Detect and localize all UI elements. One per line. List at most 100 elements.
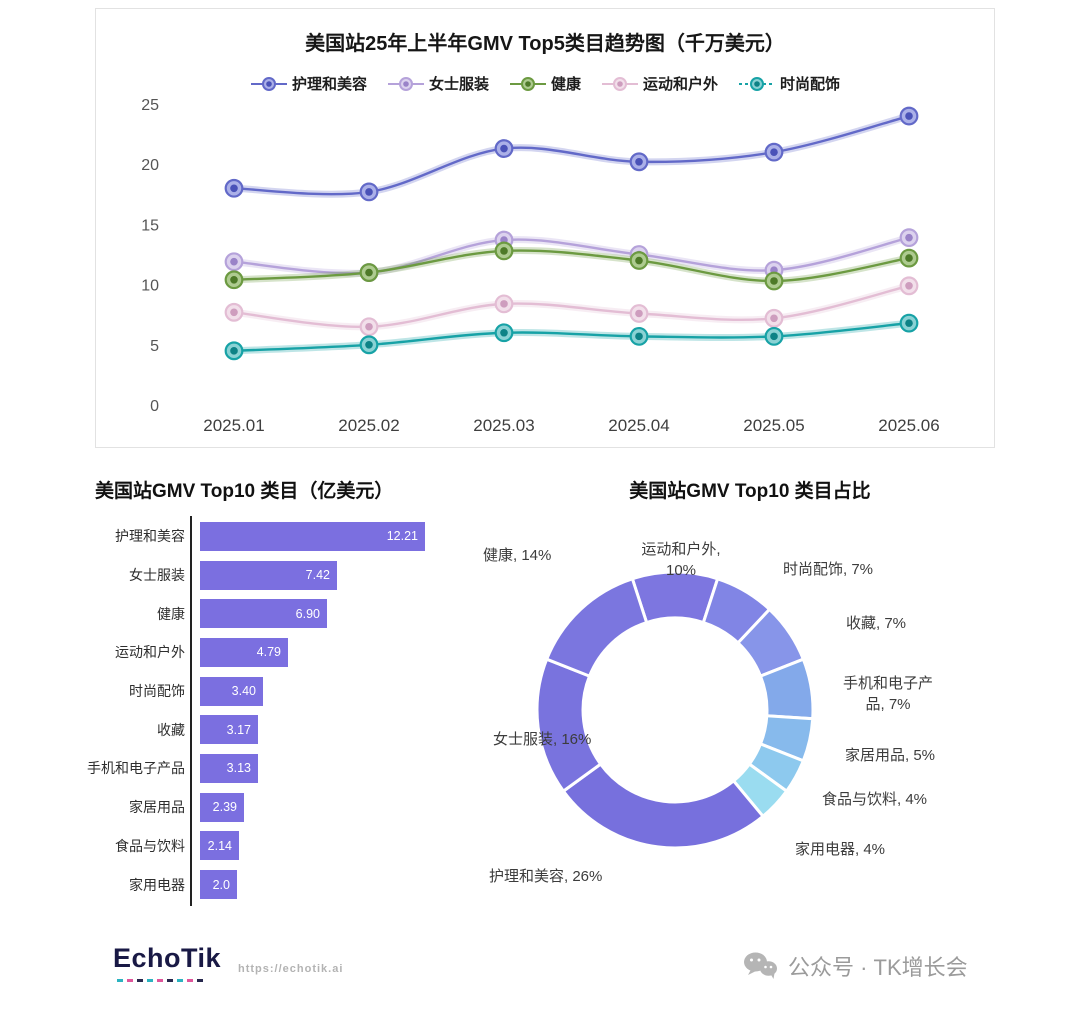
bar-category-label: 时尚配饰 xyxy=(129,683,185,700)
bar-value-label: 3.17 xyxy=(226,722,251,737)
bar-value-label: 2.39 xyxy=(212,800,237,815)
donut-label: 10% xyxy=(666,562,696,579)
legend-marker-icon xyxy=(387,76,424,91)
y-tick-label: 15 xyxy=(141,217,159,234)
legend-marker-icon xyxy=(509,76,546,91)
x-tick-label: 2025.03 xyxy=(473,416,534,435)
bar-track: 2.14 xyxy=(193,831,485,861)
trend-line-chart: 25 20 15 10 5 0 2025.01 2025.02 2025.03 2025.04 20… xyxy=(141,97,940,435)
bar: 6.90 xyxy=(200,599,327,629)
bar-track: 2.0 xyxy=(193,870,485,900)
bar-track: 3.13 xyxy=(193,753,485,783)
donut-slice-7 xyxy=(561,762,766,850)
donut-slice-9 xyxy=(544,576,649,679)
donut-label: 护理和美容, 26% xyxy=(489,868,602,885)
bar-row: 家用电器 2.0 xyxy=(55,865,485,904)
legend-label: 运动和户外 xyxy=(643,76,719,93)
bar-track: 6.90 xyxy=(193,599,485,629)
footer: EchoTik https://echotik.ai 公众号 · TK增长会 xyxy=(0,938,1080,1009)
y-tick-label: 5 xyxy=(150,338,159,355)
website-url: https://echotik.ai xyxy=(238,963,344,975)
bar-row: 食品与饮料 2.14 xyxy=(55,827,485,866)
wechat-icon xyxy=(744,952,777,979)
y-tick-label: 20 xyxy=(141,157,159,174)
bar-track: 3.40 xyxy=(193,676,485,706)
bar-track: 4.79 xyxy=(193,637,485,667)
logo-tagline-marks xyxy=(117,979,203,982)
bar-chart-title: 美国站GMV Top10 类目（亿美元） xyxy=(95,481,394,502)
x-tick-label: 2025.04 xyxy=(608,416,669,435)
bar-track: 12.21 xyxy=(193,521,485,551)
bar: 3.17 xyxy=(200,715,258,745)
donut-label: 健康, 14% xyxy=(483,547,551,564)
donut-chart: 健康, 14% 运动和户外, 10% 时尚配饰, 7% 收藏, 7% 手机和电子产品, 7… xyxy=(483,541,935,885)
legend-label: 护理和美容 xyxy=(291,76,367,93)
legend-item-4: 时尚配饰 xyxy=(738,73,840,94)
donut-label: 收藏, 7% xyxy=(846,615,906,632)
donut-label: 运动和户外, xyxy=(641,541,720,558)
y-tick-label: 0 xyxy=(150,398,159,415)
bar-row: 运动和户外 4.79 xyxy=(55,633,485,672)
bar-value-label: 7.42 xyxy=(305,568,330,583)
bar: 2.39 xyxy=(200,792,244,822)
bar-value-label: 2.14 xyxy=(207,838,232,853)
donut-label: 时尚配饰, 7% xyxy=(783,561,873,578)
x-tick-label: 2025.02 xyxy=(338,416,399,435)
bar-track: 7.42 xyxy=(193,560,485,590)
bar-row: 时尚配饰 3.40 xyxy=(55,672,485,711)
bar-category-label: 护理和美容 xyxy=(115,528,185,545)
bar-value-label: 4.79 xyxy=(256,645,281,660)
legend-item-1: 女士服装 xyxy=(387,73,489,94)
bar: 7.42 xyxy=(200,560,337,590)
legend-marker-icon xyxy=(250,76,287,91)
bar-value-label: 2.0 xyxy=(212,877,230,892)
bar-value-label: 12.21 xyxy=(386,529,418,544)
legend-marker-icon xyxy=(602,76,638,91)
wechat-banner: 公众号 · TK增长会 xyxy=(742,950,968,982)
bar: 12.21 xyxy=(200,521,425,551)
donut-label: 女士服装, 16% xyxy=(493,730,591,748)
line-series-3 xyxy=(224,276,919,337)
legend-label: 时尚配饰 xyxy=(780,76,841,93)
donut-label: 家用电器, 4% xyxy=(795,841,885,858)
bar-category-label: 收藏 xyxy=(157,721,185,738)
bar-row: 女士服装 7.42 xyxy=(55,556,485,595)
y-tick-label: 25 xyxy=(141,97,159,114)
bar-row: 家居用品 2.39 xyxy=(55,788,485,827)
bar-value-label: 3.13 xyxy=(226,761,251,776)
bar-track: 3.17 xyxy=(193,715,485,745)
bar-value-label: 6.90 xyxy=(295,606,320,621)
legend-item-3: 运动和户外 xyxy=(601,73,718,94)
bar: 2.14 xyxy=(200,831,239,861)
line-series-0 xyxy=(224,106,919,202)
bar-value-label: 3.40 xyxy=(231,684,256,699)
line-series-2 xyxy=(224,241,919,291)
legend-item-0: 护理和美容 xyxy=(250,73,367,94)
donut-label: 品, 7% xyxy=(865,696,910,713)
bar: 3.13 xyxy=(200,753,258,783)
bar-row: 健康 6.90 xyxy=(55,594,485,633)
bar-category-label: 家用电器 xyxy=(129,876,185,893)
donut-label: 家居用品, 5% xyxy=(845,747,935,764)
bar-track: 2.39 xyxy=(193,792,485,822)
bar-category-label: 手机和电子产品 xyxy=(87,760,185,777)
legend-label: 健康 xyxy=(550,76,581,93)
legend-label: 女士服装 xyxy=(428,76,489,93)
bar-category-label: 女士服装 xyxy=(129,567,185,584)
bar-row: 护理和美容 12.21 xyxy=(55,517,485,556)
line-series-4 xyxy=(224,313,919,361)
bar: 3.40 xyxy=(200,676,263,706)
echotik-logo: EchoTik xyxy=(113,943,222,973)
y-tick-label: 10 xyxy=(141,278,159,295)
legend-marker-icon xyxy=(739,76,776,91)
bar-axis-line xyxy=(190,516,192,906)
donut-chart-title: 美国站GMV Top10 类目占比 xyxy=(629,481,871,502)
bar-row: 手机和电子产品 3.13 xyxy=(55,749,485,788)
bar-row: 收藏 3.17 xyxy=(55,710,485,749)
bar-category-label: 运动和户外 xyxy=(115,644,185,661)
legend-item-2: 健康 xyxy=(509,73,581,94)
trend-chart-panel: 美国站25年上半年GMV Top5类目趋势图（千万美元） 护理和美容 女士服装 健康… xyxy=(95,8,995,448)
bar-category-label: 食品与饮料 xyxy=(115,837,185,854)
trend-chart-title: 美国站25年上半年GMV Top5类目趋势图（千万美元） xyxy=(305,33,785,55)
x-tick-label: 2025.01 xyxy=(203,416,264,435)
